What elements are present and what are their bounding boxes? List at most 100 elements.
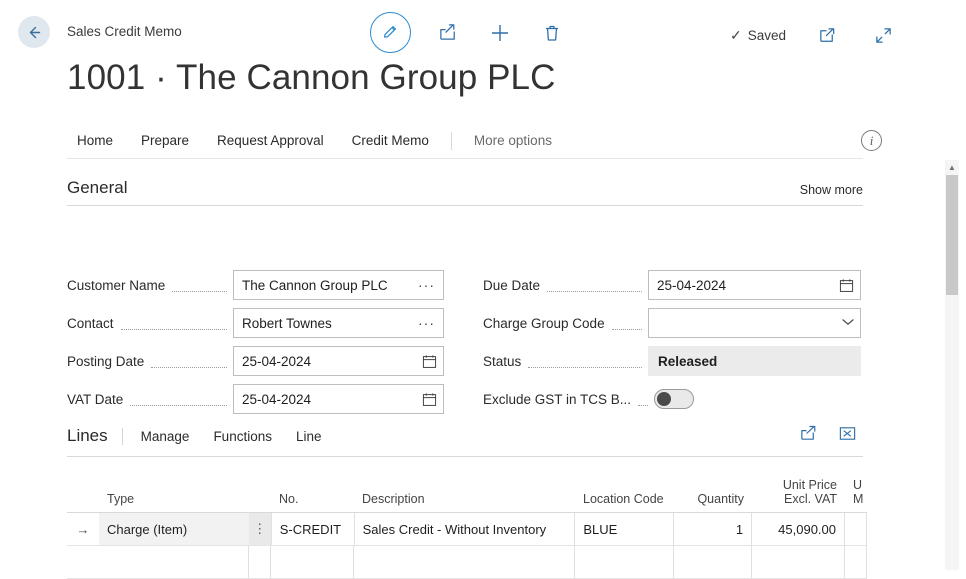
grid-header-unit-of-measure[interactable]: U M xyxy=(853,478,864,506)
cell-no[interactable]: S-CREDIT xyxy=(271,513,355,545)
info-icon[interactable]: i xyxy=(861,130,882,151)
cell-type[interactable]: Charge (Item) xyxy=(98,513,249,545)
cell-description[interactable]: Sales Credit - Without Inventory xyxy=(354,513,576,545)
toggle-knob xyxy=(657,392,672,406)
cell-no-empty[interactable] xyxy=(271,546,354,578)
scroll-thumb[interactable] xyxy=(946,175,958,295)
table-row[interactable]: → Charge (Item) ⋮ S-CREDIT Sales Credit … xyxy=(67,513,867,546)
calendar-icon[interactable] xyxy=(422,392,437,407)
saved-status: ✓ Saved xyxy=(730,27,786,44)
check-icon: ✓ xyxy=(729,26,742,43)
assist-edit-icon[interactable]: ··· xyxy=(418,277,435,293)
calendar-icon[interactable] xyxy=(839,278,854,293)
grid-header-options xyxy=(249,506,271,512)
cell-unit-of-measure[interactable] xyxy=(845,513,867,545)
lines-item-manage[interactable]: Manage xyxy=(140,428,190,444)
row-options-button[interactable]: ⋮ xyxy=(248,513,272,545)
field-contact: Contact Robert Townes ··· xyxy=(67,308,444,338)
cell-location-code[interactable]: BLUE xyxy=(575,513,675,545)
dot-leader xyxy=(547,279,642,292)
dot-leader xyxy=(611,317,642,330)
show-more-link[interactable]: Show more xyxy=(799,183,863,197)
back-button[interactable] xyxy=(18,16,50,48)
fullscreen-button[interactable] xyxy=(868,20,898,50)
calendar-glyph xyxy=(422,392,437,406)
calendar-icon[interactable] xyxy=(422,354,437,369)
share-icon xyxy=(801,425,816,440)
lines-item-functions[interactable]: Functions xyxy=(213,428,272,444)
share-icon xyxy=(439,24,455,40)
cell-description-empty[interactable] xyxy=(354,546,575,578)
page-title: 1001 · The Cannon Group PLC xyxy=(67,58,556,97)
toggle-exclude-gst-in-tcs-base[interactable] xyxy=(654,389,695,409)
grid-header-quantity[interactable]: Quantity xyxy=(697,492,744,506)
scroll-up-arrow[interactable]: ▲ xyxy=(948,163,956,172)
ribbon-item-request-approval[interactable]: Request Approval xyxy=(217,133,324,148)
chevron-down-icon[interactable] xyxy=(842,317,854,329)
lines-section-header: Lines Manage Functions Line xyxy=(67,424,863,457)
input-vat-date[interactable]: 25-04-2024 xyxy=(233,384,444,414)
breadcrumb[interactable]: Sales Credit Memo xyxy=(67,24,182,39)
action-ribbon: Home Prepare Request Approval Credit Mem… xyxy=(67,124,882,159)
plus-icon xyxy=(492,24,508,41)
cell-quantity-empty[interactable] xyxy=(674,546,752,578)
ribbon-item-credit-memo[interactable]: Credit Memo xyxy=(351,133,429,148)
status-value: Released xyxy=(648,346,861,376)
table-row-empty[interactable] xyxy=(67,546,867,579)
grid-header-type[interactable]: Type xyxy=(107,492,135,506)
cell-unit-price-excl-vat[interactable]: 45,090.00 xyxy=(752,513,845,545)
lines-open-in-excel-button[interactable] xyxy=(838,424,857,448)
input-due-date[interactable]: 25-04-2024 xyxy=(648,270,861,300)
ribbon-item-prepare[interactable]: Prepare xyxy=(141,133,190,148)
edit-button[interactable] xyxy=(370,12,411,53)
new-button[interactable] xyxy=(485,18,515,48)
ribbon-item-more-options[interactable]: More options xyxy=(473,133,552,148)
field-due-date: Due Date 25-04-2024 xyxy=(483,270,861,300)
input-customer-name[interactable]: The Cannon Group PLC ··· xyxy=(233,270,444,300)
cell-location-code-empty[interactable] xyxy=(575,546,674,578)
cell-unit-of-measure-empty[interactable] xyxy=(845,546,867,578)
field-label-due-date: Due Date xyxy=(483,277,541,293)
input-value-posting-date: 25-04-2024 xyxy=(242,353,312,369)
toggle-wrapper xyxy=(654,389,861,409)
input-value-vat-date: 25-04-2024 xyxy=(242,391,312,407)
lines-share-button[interactable] xyxy=(799,424,818,448)
grid-header-description[interactable]: Description xyxy=(362,492,425,506)
lines-item-line[interactable]: Line xyxy=(295,428,322,444)
share-button[interactable] xyxy=(433,18,463,48)
field-status: Status Released xyxy=(483,346,861,376)
input-posting-date[interactable]: 25-04-2024 xyxy=(233,346,444,376)
command-icons xyxy=(370,12,567,53)
cell-quantity[interactable]: 1 xyxy=(674,513,753,545)
field-label-exclude-gst-in-tcs-base: Exclude GST in TCS B... xyxy=(483,391,632,407)
lines-divider xyxy=(121,427,123,445)
field-posting-date: Posting Date 25-04-2024 xyxy=(67,346,444,376)
calendar-glyph xyxy=(839,278,854,292)
grid-header-indicator xyxy=(67,506,99,512)
row-indicator: → xyxy=(67,513,99,545)
chevron-glyph xyxy=(842,319,854,325)
cell-type-empty[interactable] xyxy=(99,546,249,578)
dot-leader xyxy=(528,355,642,368)
expand-icon xyxy=(875,27,891,43)
row-options-empty[interactable] xyxy=(249,546,271,578)
general-section: General Show more Customer Name The Cann… xyxy=(67,178,863,414)
input-contact[interactable]: Robert Townes ··· xyxy=(233,308,444,338)
ribbon-item-home[interactable]: Home xyxy=(77,133,114,148)
grid-header-no[interactable]: No. xyxy=(279,492,299,506)
vertical-scrollbar[interactable]: ▲ xyxy=(945,160,959,570)
delete-button[interactable] xyxy=(537,18,567,48)
grid-header-location-code[interactable]: Location Code xyxy=(583,492,664,506)
open-in-new-window-button[interactable] xyxy=(812,20,842,50)
lines-menu: Lines Manage Functions Line xyxy=(67,426,334,446)
dot-leader xyxy=(120,317,227,330)
assist-edit-icon[interactable]: ··· xyxy=(418,315,435,331)
field-label-status: Status xyxy=(483,353,522,369)
field-label-vat-date: VAT Date xyxy=(67,391,124,407)
input-value-customer-name: The Cannon Group PLC xyxy=(242,277,388,293)
status-and-window-controls: ✓ Saved xyxy=(730,20,898,50)
pencil-icon xyxy=(383,25,397,38)
cell-unit-price-empty[interactable] xyxy=(752,546,845,578)
grid-header-unit-price-excl-vat[interactable]: Unit Price Excl. VAT xyxy=(782,478,837,506)
input-charge-group-code[interactable] xyxy=(648,308,861,338)
